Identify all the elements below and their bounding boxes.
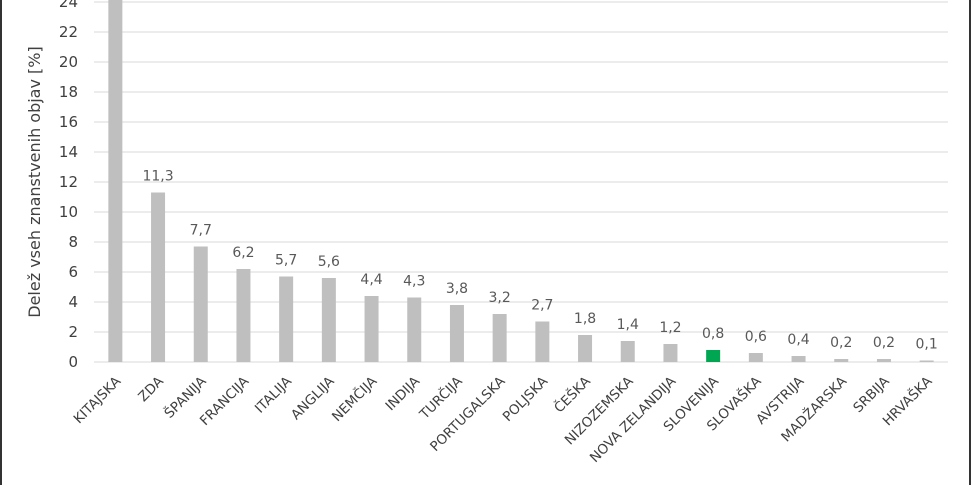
- bar: [620, 341, 635, 362]
- data-labels: 11,3 7,7 6,2 5,7 5,6 4,4 4,3 3,8 3,2 2,7 1,8 1,4 1,2…: [142, 169, 937, 353]
- bar: [876, 359, 891, 362]
- data-label: 5,7: [275, 253, 297, 269]
- y-tick-label: 12: [59, 173, 78, 191]
- bar: [407, 297, 422, 362]
- category-label: INDIJA: [382, 373, 423, 414]
- bar: [492, 314, 507, 362]
- category-label: POLJSKA: [500, 373, 552, 425]
- gridlines: [94, 1, 948, 363]
- y-tick-label: 20: [59, 53, 78, 71]
- y-tick-label: 24: [59, 0, 78, 11]
- y-axis-label: Delež vseh znanstvenih objav [%]: [25, 46, 44, 317]
- y-tick-label: 0: [68, 353, 78, 371]
- data-label: 1,8: [574, 311, 596, 327]
- data-label: 0,8: [702, 326, 724, 342]
- y-tick-label: 10: [59, 203, 78, 221]
- y-tick-label: 8: [68, 233, 78, 251]
- bars: [108, 0, 934, 362]
- bar: [236, 269, 251, 362]
- y-tick-label: 16: [59, 113, 78, 131]
- bar: [279, 276, 294, 362]
- bar: [321, 278, 336, 362]
- data-label: 0,6: [745, 329, 767, 345]
- bar: [364, 296, 379, 362]
- y-tick-label: 4: [68, 293, 78, 311]
- bar: [919, 360, 934, 362]
- bar: [791, 356, 806, 362]
- data-label: 1,4: [617, 317, 639, 333]
- data-label: 3,2: [489, 290, 511, 306]
- data-label: 6,2: [232, 245, 254, 261]
- data-label: 4,4: [360, 272, 382, 288]
- y-tick-label: 2: [68, 323, 78, 341]
- data-label: 4,3: [403, 274, 425, 290]
- data-label: 5,6: [318, 254, 340, 270]
- data-label: 0,2: [830, 335, 852, 351]
- y-tick-label: 18: [59, 83, 78, 101]
- y-tick-label: 14: [59, 143, 78, 161]
- bar: [706, 350, 721, 362]
- bar: [834, 359, 849, 362]
- bar: [449, 305, 464, 362]
- bar: [193, 246, 208, 362]
- bar: [151, 192, 166, 362]
- y-tick-label: 22: [59, 23, 78, 41]
- data-label: 2,7: [531, 298, 553, 314]
- data-label: 7,7: [190, 223, 212, 239]
- category-label: KITAJSKA: [71, 373, 125, 427]
- data-label: 11,3: [142, 169, 173, 185]
- data-label: 0,4: [787, 332, 809, 348]
- data-label: 0,1: [916, 337, 938, 353]
- data-label: 0,2: [873, 335, 895, 351]
- y-tick-label: 6: [68, 263, 78, 281]
- bar: [578, 335, 593, 362]
- data-label: 3,8: [446, 281, 468, 297]
- bar: [663, 344, 678, 362]
- category-label: ČEŠKA: [550, 372, 595, 417]
- category-label: NEMČIJA: [328, 372, 381, 425]
- category-label: ZDA: [135, 373, 167, 405]
- category-label: PORTUGALSKA: [427, 373, 509, 455]
- bar: [748, 353, 763, 362]
- data-label: 1,2: [659, 320, 681, 336]
- bar: [535, 321, 550, 362]
- bar: [108, 0, 123, 362]
